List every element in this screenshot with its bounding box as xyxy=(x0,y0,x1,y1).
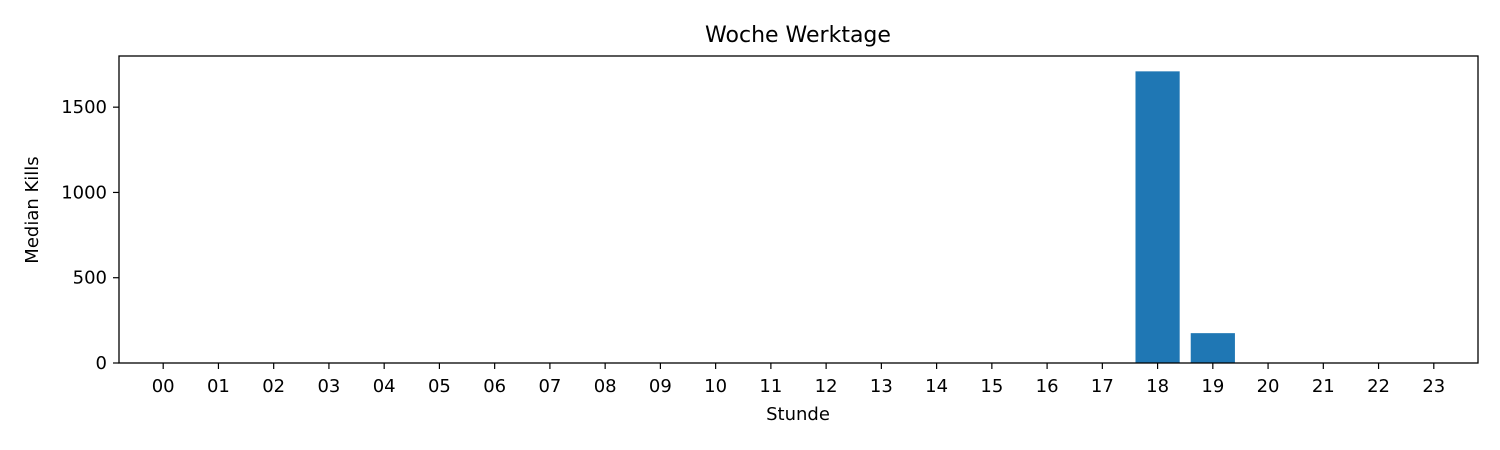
x-tick-label-00: 00 xyxy=(152,376,175,397)
x-tick-label-20: 20 xyxy=(1257,376,1280,397)
x-tick-label-13: 13 xyxy=(870,376,893,397)
x-tick-label-12: 12 xyxy=(815,376,838,397)
bars-group xyxy=(1135,71,1235,363)
x-tick-label-06: 06 xyxy=(483,376,506,397)
x-axis: 00 01 02 03 04 05 06 07 08 09 10 11 12 13 14 15 16 17 18 19… xyxy=(152,363,1445,397)
x-tick-label-15: 15 xyxy=(980,376,1003,397)
x-tick-label-11: 11 xyxy=(759,376,782,397)
x-tick-label-05: 05 xyxy=(428,376,451,397)
y-axis-label: Median Kills xyxy=(22,156,43,263)
x-tick-label-07: 07 xyxy=(538,376,561,397)
y-tick-label-1000: 1000 xyxy=(61,182,107,203)
y-tick-label-1500: 1500 xyxy=(61,97,107,118)
x-tick-label-17: 17 xyxy=(1091,376,1114,397)
y-tick-label-500: 500 xyxy=(73,268,107,289)
x-axis-label: Stunde xyxy=(766,404,830,425)
chart-title: Woche Werktage xyxy=(705,23,891,48)
x-tick-label-08: 08 xyxy=(594,376,617,397)
x-tick-label-21: 21 xyxy=(1312,376,1335,397)
y-tick-label-0: 0 xyxy=(96,353,107,374)
x-tick-label-19: 19 xyxy=(1201,376,1224,397)
x-tick-label-22: 22 xyxy=(1367,376,1390,397)
x-tick-label-10: 10 xyxy=(704,376,727,397)
x-tick-label-03: 03 xyxy=(317,376,340,397)
bar-19 xyxy=(1190,333,1235,363)
x-tick-label-14: 14 xyxy=(925,376,948,397)
plot-frame xyxy=(118,55,1479,364)
x-tick-label-16: 16 xyxy=(1036,376,1059,397)
x-tick-label-23: 23 xyxy=(1422,376,1445,397)
x-tick-label-09: 09 xyxy=(649,376,672,397)
x-tick-label-04: 04 xyxy=(373,376,396,397)
bar-18 xyxy=(1135,71,1180,363)
y-axis: 0 500 1000 1500 xyxy=(61,97,119,374)
x-tick-label-18: 18 xyxy=(1146,376,1169,397)
x-tick-label-01: 01 xyxy=(207,376,230,397)
x-tick-label-02: 02 xyxy=(262,376,285,397)
